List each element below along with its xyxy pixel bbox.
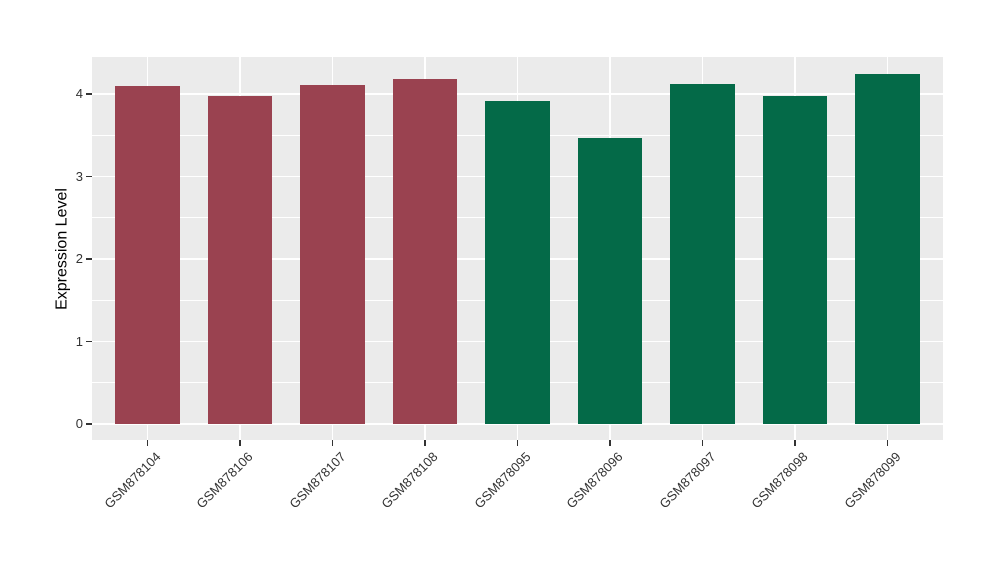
x-tick-mark bbox=[331, 440, 334, 446]
bar-GSM878108 bbox=[392, 79, 458, 424]
bar-GSM878098 bbox=[762, 95, 828, 424]
y-tick-label: 0 bbox=[75, 416, 83, 431]
x-tick-mark bbox=[609, 440, 611, 446]
x-tick-label: GSM878099 bbox=[840, 449, 904, 512]
bar-GSM878104 bbox=[115, 85, 180, 424]
x-tick-mark bbox=[516, 440, 519, 446]
bar-GSM878096 bbox=[577, 137, 643, 424]
y-tick-label: 4 bbox=[75, 86, 83, 102]
y-tick-mark bbox=[86, 175, 92, 178]
y-tick-label: 3 bbox=[75, 168, 83, 184]
y-tick-label: 2 bbox=[75, 251, 83, 267]
bar-GSM878095 bbox=[485, 100, 550, 424]
y-tick-mark bbox=[86, 93, 92, 95]
x-tick-mark bbox=[794, 440, 796, 446]
bar-GSM878107 bbox=[300, 85, 365, 424]
bar-GSM878097 bbox=[670, 84, 735, 424]
x-tick-mark bbox=[239, 440, 241, 446]
x-tick-mark bbox=[424, 440, 426, 446]
y-tick-mark bbox=[86, 340, 92, 343]
y-tick-mark bbox=[86, 423, 92, 425]
bar-GSM878106 bbox=[207, 95, 273, 424]
x-tick-mark bbox=[701, 440, 704, 446]
bar-GSM878099 bbox=[855, 74, 920, 424]
y-axis-title: Expression Level bbox=[53, 188, 71, 310]
x-tick-mark bbox=[146, 440, 149, 446]
y-tick-label: 1 bbox=[75, 333, 83, 349]
plot-panel bbox=[92, 57, 943, 440]
x-tick-mark bbox=[886, 440, 889, 446]
y-tick-mark bbox=[86, 258, 92, 260]
